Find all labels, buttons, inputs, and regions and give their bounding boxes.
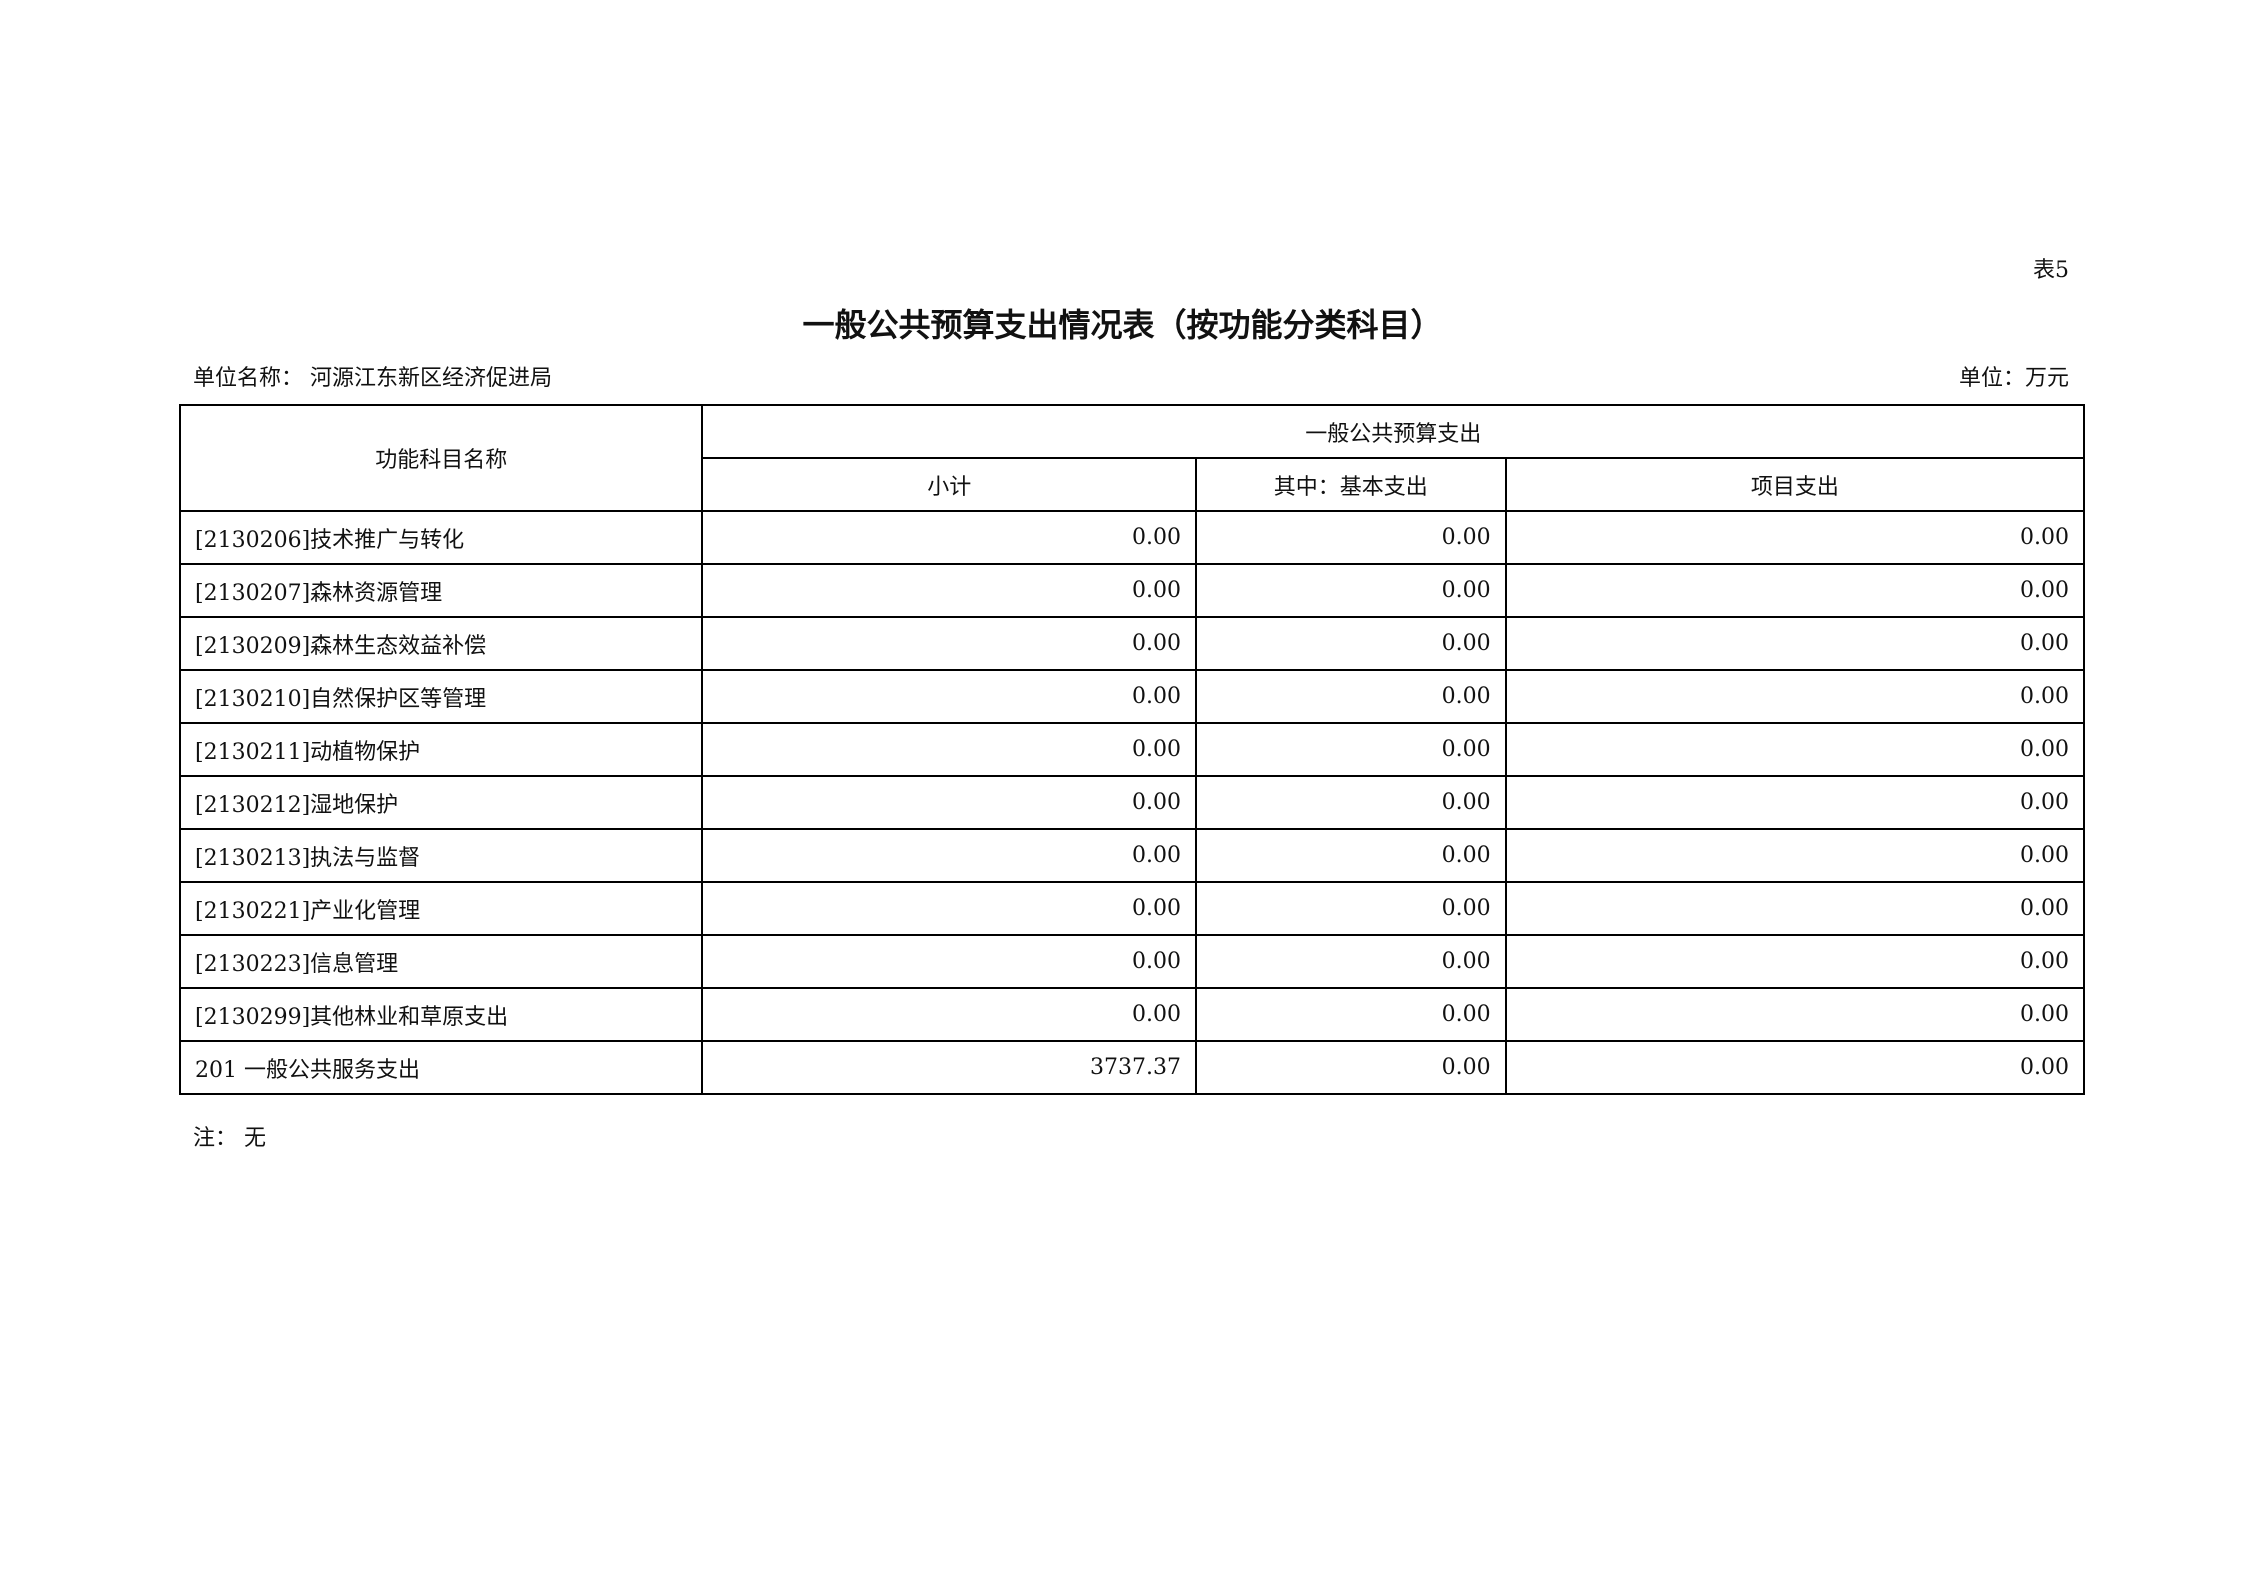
cell-basic: 0.00 xyxy=(1194,563,1507,618)
cell-subtotal: 0.00 xyxy=(701,616,1197,671)
cell-name: [2130213]执法与监督 xyxy=(178,828,704,883)
table-row: [2130212]湿地保护 0.00 0.00 0.00 xyxy=(178,775,2086,830)
cell-basic: 0.00 xyxy=(1194,881,1507,936)
header-subtotal: 小计 xyxy=(701,457,1197,512)
cell-basic: 0.00 xyxy=(1194,722,1507,777)
cell-project: 0.00 xyxy=(1504,563,2086,618)
cell-basic: 0.00 xyxy=(1194,775,1507,830)
cell-basic: 0.00 xyxy=(1194,616,1507,671)
cell-project: 0.00 xyxy=(1504,722,2086,777)
cell-name: [2130223]信息管理 xyxy=(178,934,704,989)
cell-name: [2130207]森林资源管理 xyxy=(178,563,704,618)
cell-project: 0.00 xyxy=(1504,775,2086,830)
cell-project: 0.00 xyxy=(1504,510,2086,565)
cell-subtotal: 0.00 xyxy=(701,775,1197,830)
table-row: [2130206]技术推广与转化 0.00 0.00 0.00 xyxy=(178,510,2086,565)
cell-project: 0.00 xyxy=(1504,1040,2086,1095)
header-basic: 其中：基本支出 xyxy=(1194,457,1507,512)
cell-basic: 0.00 xyxy=(1194,1040,1507,1095)
cell-name: [2130211]动植物保护 xyxy=(178,722,704,777)
budget-table: 功能科目名称 一般公共预算支出 小计 其中：基本支出 项目支出 [2130206… xyxy=(178,404,2086,1095)
cell-basic: 0.00 xyxy=(1194,828,1507,883)
cell-basic: 0.00 xyxy=(1194,987,1507,1042)
table-row: [2130299]其他林业和草原支出 0.00 0.00 0.00 xyxy=(178,987,2086,1042)
cell-subtotal: 0.00 xyxy=(701,722,1197,777)
unit-name: 单位名称： 河源江东新区经济促进局 xyxy=(193,366,552,391)
cell-name: 201 一般公共服务支出 xyxy=(178,1040,704,1095)
table-number: 表5 xyxy=(2033,258,2069,283)
cell-subtotal: 3737.37 xyxy=(701,1040,1197,1095)
cell-project: 0.00 xyxy=(1504,881,2086,936)
cell-subtotal: 0.00 xyxy=(701,934,1197,989)
cell-project: 0.00 xyxy=(1504,669,2086,724)
cell-subtotal: 0.00 xyxy=(701,510,1197,565)
cell-subtotal: 0.00 xyxy=(701,828,1197,883)
cell-basic: 0.00 xyxy=(1194,934,1507,989)
cell-subtotal: 0.00 xyxy=(701,669,1197,724)
cell-name: [2130209]森林生态效益补偿 xyxy=(178,616,704,671)
cell-name: [2130212]湿地保护 xyxy=(178,775,704,830)
table-row: [2130207]森林资源管理 0.00 0.00 0.00 xyxy=(178,563,2086,618)
cell-name: [2130210]自然保护区等管理 xyxy=(178,669,704,724)
currency-unit: 单位：万元 xyxy=(1958,366,2069,391)
cell-basic: 0.00 xyxy=(1194,510,1507,565)
cell-name: [2130299]其他林业和草原支出 xyxy=(178,987,704,1042)
cell-name: [2130221]产业化管理 xyxy=(178,881,704,936)
cell-basic: 0.00 xyxy=(1194,669,1507,724)
table-row: [2130213]执法与监督 0.00 0.00 0.00 xyxy=(178,828,2086,883)
header-name: 功能科目名称 xyxy=(178,404,704,512)
cell-project: 0.00 xyxy=(1504,828,2086,883)
table-row: [2130223]信息管理 0.00 0.00 0.00 xyxy=(178,934,2086,989)
cell-name: [2130206]技术推广与转化 xyxy=(178,510,704,565)
cell-project: 0.00 xyxy=(1504,616,2086,671)
cell-subtotal: 0.00 xyxy=(701,881,1197,936)
table-row: 201 一般公共服务支出 3737.37 0.00 0.00 xyxy=(178,1040,2086,1095)
note: 注： 无 xyxy=(193,1126,266,1151)
table-row: [2130221]产业化管理 0.00 0.00 0.00 xyxy=(178,881,2086,936)
cell-subtotal: 0.00 xyxy=(701,563,1197,618)
cell-project: 0.00 xyxy=(1504,934,2086,989)
cell-project: 0.00 xyxy=(1504,987,2086,1042)
cell-subtotal: 0.00 xyxy=(701,987,1197,1042)
table-row: [2130209]森林生态效益补偿 0.00 0.00 0.00 xyxy=(178,616,2086,671)
header-project: 项目支出 xyxy=(1504,457,2086,512)
header-group: 一般公共预算支出 xyxy=(701,404,2085,459)
page-title: 一般公共预算支出情况表（按功能分类科目） xyxy=(802,306,1443,344)
table-row: [2130210]自然保护区等管理 0.00 0.00 0.00 xyxy=(178,669,2086,724)
table-row: [2130211]动植物保护 0.00 0.00 0.00 xyxy=(178,722,2086,777)
